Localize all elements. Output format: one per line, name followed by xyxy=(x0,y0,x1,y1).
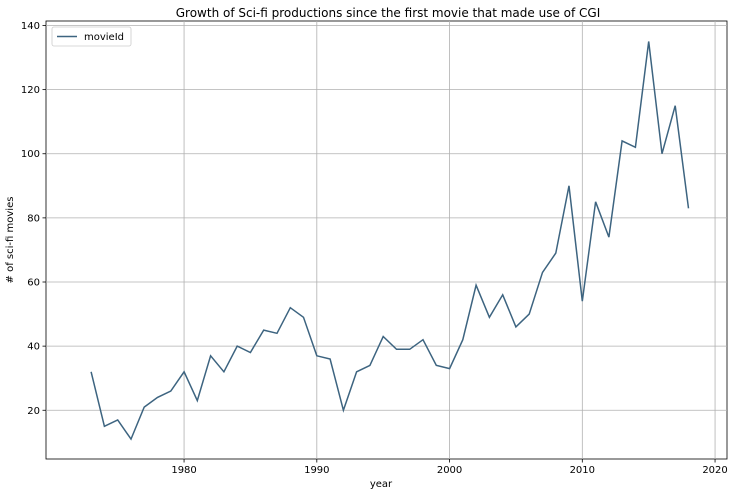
x-tick-label: 1980 xyxy=(171,465,196,476)
y-axis-label: # of sci-fi movies xyxy=(5,197,16,284)
x-axis-ticks: 1980 1990 2000 2010 2020 xyxy=(171,459,728,476)
y-tick-label: 40 xyxy=(27,342,40,353)
legend: movieId xyxy=(51,26,132,47)
y-axis-ticks: 20 40 60 80 100 120 140 xyxy=(21,21,46,417)
x-tick-label: 2000 xyxy=(437,465,462,476)
y-tick-label: 60 xyxy=(27,278,40,289)
chart-title: Growth of Sci-fi productions since the f… xyxy=(176,6,601,20)
x-tick-label: 2020 xyxy=(702,465,727,476)
series-points xyxy=(91,41,689,439)
x-axis-label: year xyxy=(370,479,393,490)
legend-box xyxy=(51,26,132,47)
y-tick-label: 80 xyxy=(27,213,40,224)
y-tick-label: 20 xyxy=(27,406,40,417)
legend-entry-movieid: movieId xyxy=(84,32,124,43)
x-tick-label: 2010 xyxy=(570,465,595,476)
series-line-movieid xyxy=(90,41,690,441)
y-tick-label: 120 xyxy=(21,85,40,96)
y-tick-label: 100 xyxy=(21,149,40,160)
grid-lines xyxy=(46,21,727,459)
x-tick-label: 1990 xyxy=(304,465,329,476)
plot-area-frame xyxy=(45,20,728,460)
y-tick-label: 140 xyxy=(21,21,40,32)
